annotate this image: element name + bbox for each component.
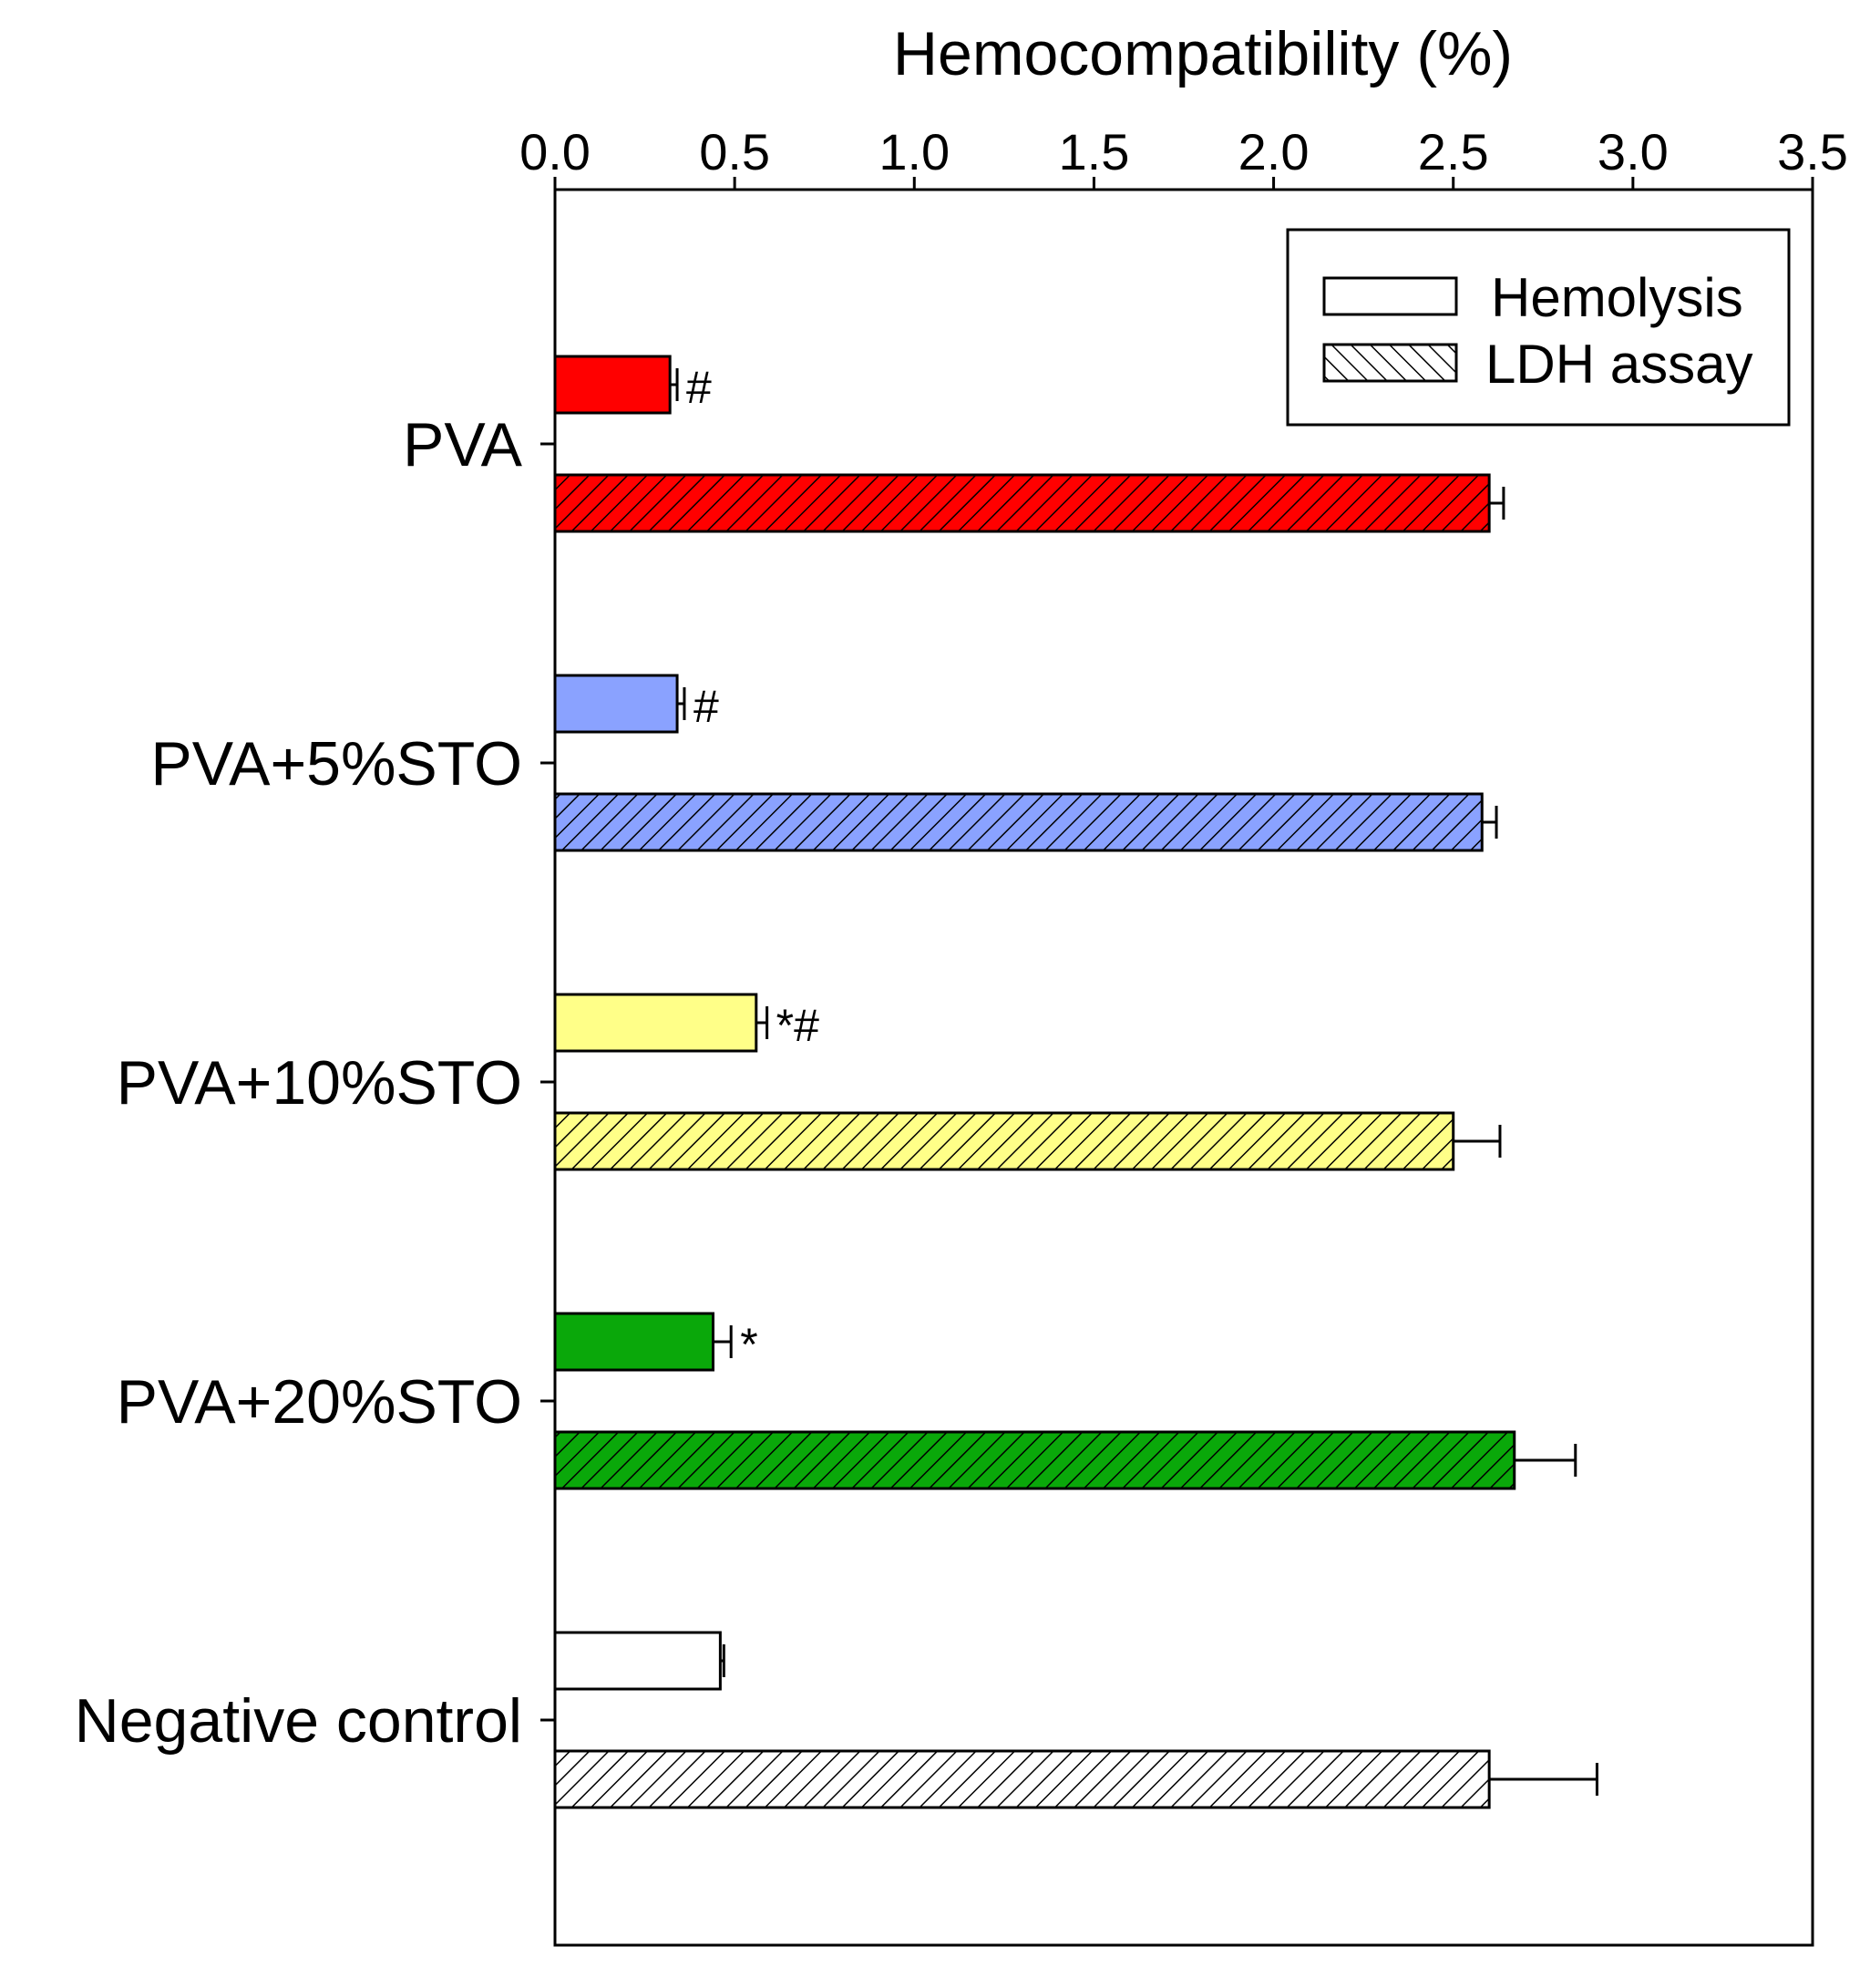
x-tick-label: 1.0 [878,123,950,180]
x-tick-label: 0.0 [519,123,591,180]
category-label: PVA+20%STO [117,1367,522,1437]
category-labels: PVA PVA+5%STO PVA+10%STO PVA+20%STO Negative… [75,410,555,1756]
bar [553,993,758,1053]
significance-label: # [686,362,712,413]
bar [553,1312,714,1372]
bar [553,1430,1516,1490]
legend-box [1286,228,1791,427]
plot-frame [553,188,1814,1947]
significance-label: *# [776,1000,819,1051]
legend: Hemolysis LDH assay [1286,228,1791,427]
x-tick-label: 3.0 [1598,123,1669,180]
x-tick-label: 2.5 [1418,123,1489,180]
bar [553,1749,1491,1809]
x-tick-label: 3.5 [1777,123,1848,180]
significance-label: # [694,681,719,732]
bar [553,1111,1455,1171]
category-label: Negative control [75,1686,522,1756]
category-label: PVA [403,410,523,479]
legend-label-hemolysis: Hemolysis [1491,267,1743,328]
x-tick-label: 2.0 [1238,123,1310,180]
x-tick-label: 1.5 [1058,123,1129,180]
x-axis-title: Hemocompatibility (%) [893,19,1513,88]
x-tick-label: 0.5 [699,123,770,180]
legend-swatch-ldh-assay [1322,343,1458,383]
bar [553,1631,722,1691]
category-label: PVA+10%STO [117,1048,522,1118]
category-label: PVA+5%STO [150,729,522,798]
legend-swatch-hemolysis [1322,276,1458,316]
bar [553,792,1484,852]
x-axis-ticks: 0.0 0.5 1.0 1.5 2.0 2.5 3.0 3.5 [519,123,1848,190]
bar [553,674,679,734]
legend-label-ldh-assay: LDH assay [1485,334,1752,395]
bars: # # *# * [553,355,1598,1809]
bar [553,473,1491,533]
bar [553,355,672,415]
significance-label: * [740,1319,757,1370]
